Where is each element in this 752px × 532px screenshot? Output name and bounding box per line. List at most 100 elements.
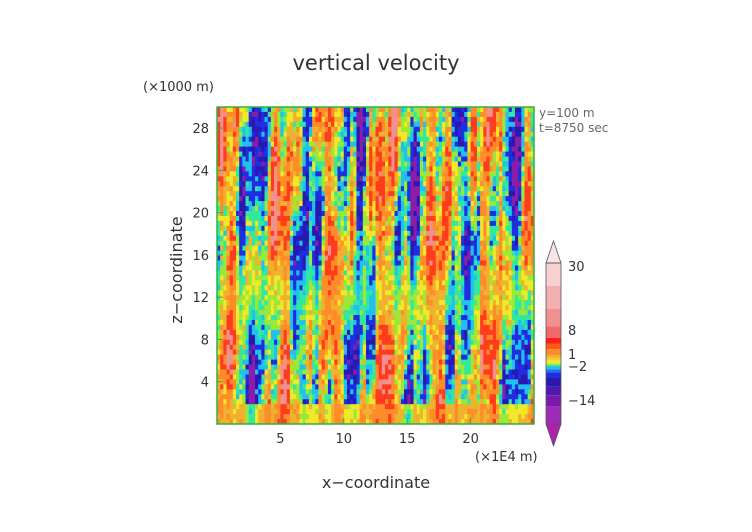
heatmap-cell xyxy=(467,339,471,346)
heatmap-cell xyxy=(467,324,471,331)
heatmap-cell xyxy=(445,270,449,276)
heatmap-cell xyxy=(438,201,443,207)
heatmap-cell xyxy=(530,220,535,227)
heatmap-cell xyxy=(369,334,373,341)
heatmap-cell xyxy=(359,111,364,118)
heatmap-cell xyxy=(486,126,491,133)
heatmap-cell xyxy=(302,211,307,217)
heatmap-cell xyxy=(274,235,278,242)
heatmap-cell xyxy=(324,166,329,172)
heatmap-cell xyxy=(318,250,323,256)
heatmap-cell xyxy=(223,136,227,143)
heatmap-cell xyxy=(293,116,297,123)
heatmap-cell xyxy=(400,265,405,271)
heatmap-cell xyxy=(416,146,421,152)
heatmap-cell xyxy=(530,201,535,207)
heatmap-cell xyxy=(296,295,300,301)
heatmap-cell xyxy=(457,260,462,266)
heatmap-cell xyxy=(426,290,430,296)
heatmap-cell xyxy=(248,206,253,212)
heatmap-cell xyxy=(343,206,348,212)
heatmap-cell xyxy=(445,166,449,172)
heatmap-cell xyxy=(362,339,367,346)
heatmap-cell xyxy=(289,240,294,247)
heatmap-cell xyxy=(442,255,446,261)
heatmap-cell xyxy=(483,240,487,247)
heatmap-cell xyxy=(457,111,462,118)
heatmap-cell xyxy=(514,270,519,276)
heatmap-cell xyxy=(312,211,316,217)
heatmap-cell xyxy=(467,225,471,232)
heatmap-cell xyxy=(514,280,519,286)
heatmap-cell xyxy=(248,201,253,207)
heatmap-cell xyxy=(375,260,380,266)
heatmap-cell xyxy=(508,126,513,133)
heatmap-cell xyxy=(426,255,430,261)
heatmap-cell xyxy=(492,270,497,276)
heatmap-cell xyxy=(400,136,405,143)
heatmap-cell xyxy=(495,349,500,356)
heatmap-cell xyxy=(426,171,430,177)
heatmap-cell xyxy=(423,270,427,276)
heatmap-cell xyxy=(492,176,497,182)
heatmap-cell xyxy=(255,191,259,197)
heatmap-cell xyxy=(334,107,338,113)
heatmap-cell xyxy=(340,300,345,306)
heatmap-cell xyxy=(369,176,373,182)
heatmap-cell xyxy=(426,107,430,113)
heatmap-cell xyxy=(327,324,332,331)
heatmap-cell xyxy=(334,206,338,212)
heatmap-cell xyxy=(483,151,487,157)
heatmap-cell xyxy=(388,295,392,301)
heatmap-cell xyxy=(435,215,440,222)
heatmap-cell xyxy=(518,235,522,242)
heatmap-cell xyxy=(365,220,370,227)
heatmap-cell xyxy=(442,107,446,113)
heatmap-cell xyxy=(327,250,332,256)
heatmap-cell xyxy=(413,211,418,217)
heatmap-cell xyxy=(521,151,525,157)
heatmap-cell xyxy=(445,280,449,286)
heatmap-cell xyxy=(435,191,440,197)
heatmap-cell xyxy=(331,250,335,256)
heatmap-cell xyxy=(365,161,370,167)
heatmap-cell xyxy=(381,319,386,326)
heatmap-cell xyxy=(473,131,478,138)
heatmap-cell xyxy=(499,319,503,326)
heatmap-cell xyxy=(245,245,250,252)
heatmap-cell xyxy=(480,220,484,227)
heatmap-cell xyxy=(473,206,478,212)
heatmap-cell xyxy=(521,131,525,138)
heatmap-cell xyxy=(343,126,348,133)
heatmap-cell xyxy=(464,339,468,346)
heatmap-cell xyxy=(312,339,316,346)
heatmap-cell xyxy=(499,334,503,341)
heatmap-cell xyxy=(346,146,351,152)
heatmap-cell xyxy=(299,310,303,316)
heatmap-cell xyxy=(467,319,471,326)
heatmap-cell xyxy=(289,280,294,286)
heatmap-cell xyxy=(245,295,250,301)
heatmap-cell xyxy=(492,146,497,152)
heatmap-cell xyxy=(305,240,310,247)
heatmap-cell xyxy=(255,146,259,152)
heatmap-cell xyxy=(356,310,361,316)
heatmap-cell xyxy=(334,121,338,128)
heatmap-cell xyxy=(302,141,307,148)
heatmap-cell xyxy=(289,225,294,232)
heatmap-cell xyxy=(486,240,491,247)
heatmap-cell xyxy=(267,196,272,202)
heatmap-cell xyxy=(473,141,478,148)
heatmap-cell xyxy=(464,245,468,252)
heatmap-cell xyxy=(242,300,246,306)
heatmap-cell xyxy=(426,156,430,162)
heatmap-cell xyxy=(343,235,348,242)
heatmap-cell xyxy=(236,206,240,212)
heatmap-cell xyxy=(261,339,265,346)
heatmap-cell xyxy=(356,136,361,143)
heatmap-cell xyxy=(511,156,516,162)
heatmap-cell xyxy=(486,315,491,321)
heatmap-cell xyxy=(270,265,275,271)
heatmap-cell xyxy=(372,146,376,152)
heatmap-cell xyxy=(340,329,345,336)
